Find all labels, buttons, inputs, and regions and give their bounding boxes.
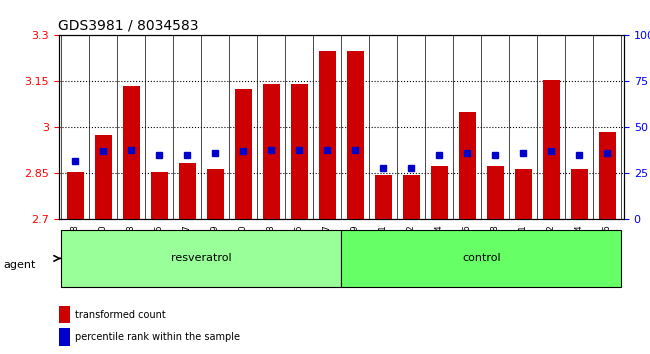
Text: GDS3981 / 8034583: GDS3981 / 8034583: [58, 19, 199, 33]
Text: agent: agent: [3, 261, 36, 270]
Text: percentile rank within the sample: percentile rank within the sample: [75, 332, 240, 342]
Bar: [207, 169, 224, 219]
Bar: [375, 175, 392, 219]
Text: transformed count: transformed count: [75, 310, 166, 320]
Text: control: control: [462, 253, 500, 263]
Bar: [571, 169, 588, 219]
Bar: [67, 172, 84, 219]
Bar: [235, 89, 252, 219]
Bar: [403, 175, 420, 219]
Bar: [179, 163, 196, 219]
Bar: [459, 112, 476, 219]
FancyBboxPatch shape: [61, 230, 341, 287]
Bar: [431, 166, 448, 219]
Text: resveratrol: resveratrol: [171, 253, 231, 263]
Bar: [515, 169, 532, 219]
Bar: [151, 172, 168, 219]
Bar: [291, 85, 307, 219]
Bar: [543, 80, 560, 219]
Bar: [487, 166, 504, 219]
Bar: [319, 51, 335, 219]
Bar: [347, 51, 363, 219]
Bar: [599, 132, 616, 219]
Bar: [95, 135, 112, 219]
Bar: [123, 86, 140, 219]
Bar: [58, 306, 70, 323]
FancyBboxPatch shape: [341, 230, 621, 287]
Bar: [58, 328, 70, 346]
Bar: [263, 85, 280, 219]
